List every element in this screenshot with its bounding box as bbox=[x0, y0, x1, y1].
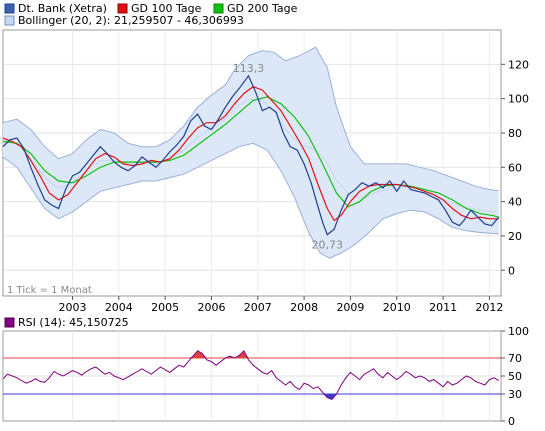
rsi-y-tick-label: 100 bbox=[508, 325, 529, 338]
main-y-tick-label: 60 bbox=[508, 161, 522, 174]
bollinger-band-area bbox=[3, 47, 499, 259]
rsi-legend: RSI (14): 45,150725 bbox=[4, 316, 129, 329]
main-x-tick-label: 2008 bbox=[290, 301, 318, 314]
legend: Dt. Bank (Xetra) GD 100 Tage GD 200 Tage… bbox=[4, 2, 298, 27]
main-y-tick-label: 80 bbox=[508, 127, 522, 140]
main-x-tick-label: 2010 bbox=[383, 301, 411, 314]
main-x-tick-label: 2012 bbox=[475, 301, 503, 314]
rsi-y-tick-label: 30 bbox=[508, 388, 522, 401]
legend-label-gd100: GD 100 Tage bbox=[131, 2, 202, 15]
rsi-y-tick-label: 0 bbox=[508, 415, 515, 428]
rsi-legend-swatch bbox=[4, 317, 15, 328]
main-x-tick-label: 2003 bbox=[58, 301, 86, 314]
main-x-tick-label: 2005 bbox=[151, 301, 179, 314]
main-x-axis: 2003 2004 2005 2006 2007 2008 2009 2010 2011 2012 bbox=[58, 296, 503, 314]
gd200-line bbox=[2, 96, 499, 218]
price-line bbox=[2, 74, 500, 236]
main-x-tick-label: 2006 bbox=[197, 301, 225, 314]
high-annotation: 113,3 bbox=[233, 62, 265, 75]
main-x-tick-label: 2009 bbox=[336, 301, 364, 314]
legend-label-bollinger: Bollinger (20, 2): 21,259507 - 46,306993 bbox=[18, 14, 244, 27]
main-y-tick-label: 120 bbox=[508, 58, 529, 71]
rsi-grid bbox=[3, 331, 501, 421]
main-y-tick-label: 0 bbox=[508, 264, 515, 277]
main-y-axis: 0 20 40 60 80 100 120 bbox=[501, 58, 529, 277]
low-annotation: 20,73 bbox=[312, 239, 344, 252]
main-y-tick-label: 20 bbox=[508, 230, 522, 243]
main-x-tick-label: 2004 bbox=[105, 301, 133, 314]
rsi-line bbox=[2, 349, 499, 400]
legend-swatch-bollinger bbox=[4, 15, 15, 26]
legend-label-gd200: GD 200 Tage bbox=[227, 2, 298, 15]
rsi-legend-label: RSI (14): 45,150725 bbox=[18, 316, 129, 329]
legend-swatch-gd100 bbox=[117, 3, 128, 14]
rsi-y-tick-label: 70 bbox=[508, 352, 522, 365]
main-x-tick-label: 2011 bbox=[429, 301, 457, 314]
main-y-tick-label: 100 bbox=[508, 93, 529, 106]
tick-note: 1 Tick = 1 Monat bbox=[7, 285, 92, 296]
legend-swatch-gd200 bbox=[213, 3, 224, 14]
legend-swatch-price bbox=[4, 3, 15, 14]
bollinger-upper-line bbox=[2, 46, 499, 192]
rsi-y-axis: 0 30 50 70 100 bbox=[501, 325, 529, 428]
main-x-tick-label: 2007 bbox=[244, 301, 272, 314]
legend-label-price: Dt. Bank (Xetra) bbox=[18, 2, 107, 15]
bollinger-lower-line bbox=[2, 142, 499, 259]
rsi-y-tick-label: 50 bbox=[508, 370, 522, 383]
main-y-tick-label: 40 bbox=[508, 196, 522, 209]
